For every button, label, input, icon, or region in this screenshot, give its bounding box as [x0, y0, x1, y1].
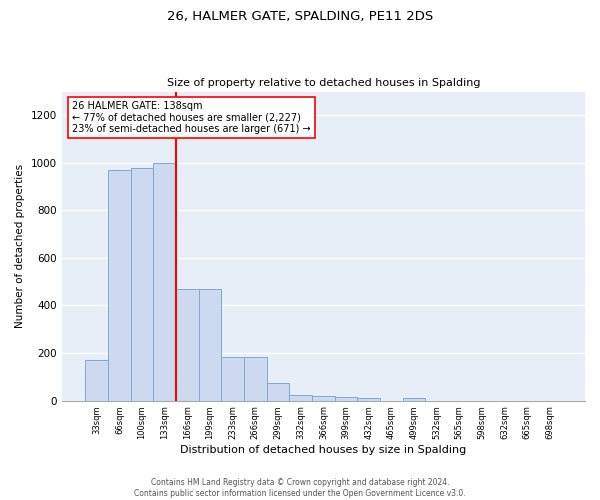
Bar	[221, 356, 244, 401]
Bar	[244, 356, 266, 401]
Bar	[85, 360, 108, 401]
Bar	[176, 289, 199, 401]
Bar	[131, 168, 154, 400]
Text: 26, HALMER GATE, SPALDING, PE11 2DS: 26, HALMER GATE, SPALDING, PE11 2DS	[167, 10, 433, 23]
Bar	[335, 397, 358, 400]
Bar	[312, 396, 335, 400]
Text: Contains HM Land Registry data © Crown copyright and database right 2024.
Contai: Contains HM Land Registry data © Crown c…	[134, 478, 466, 498]
Bar	[289, 394, 312, 400]
Text: 26 HALMER GATE: 138sqm
← 77% of detached houses are smaller (2,227)
23% of semi-: 26 HALMER GATE: 138sqm ← 77% of detached…	[72, 101, 311, 134]
Bar	[403, 398, 425, 400]
Title: Size of property relative to detached houses in Spalding: Size of property relative to detached ho…	[167, 78, 480, 88]
Bar	[154, 163, 176, 400]
Bar	[108, 170, 131, 400]
Bar	[266, 383, 289, 400]
X-axis label: Distribution of detached houses by size in Spalding: Distribution of detached houses by size …	[180, 445, 466, 455]
Bar	[358, 398, 380, 400]
Bar	[199, 289, 221, 401]
Y-axis label: Number of detached properties: Number of detached properties	[15, 164, 25, 328]
